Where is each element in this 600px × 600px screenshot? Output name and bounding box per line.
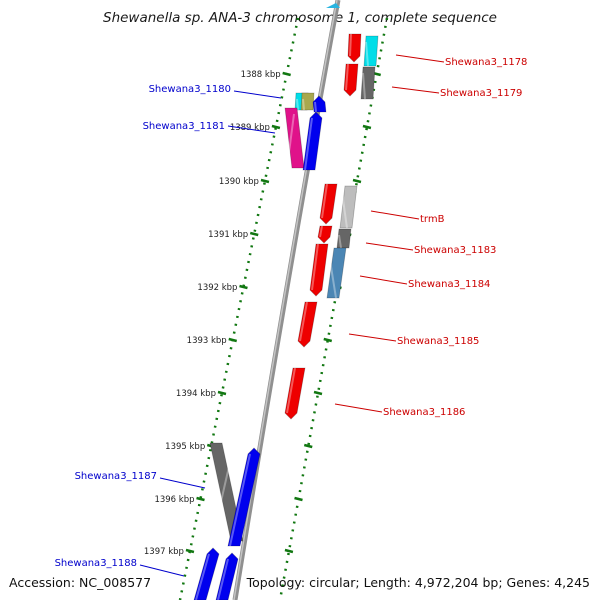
- tick-mark-right: [362, 124, 372, 130]
- reverse-strand-guide: [178, 17, 300, 600]
- tick-label: 1395 kbp: [165, 442, 205, 452]
- label-leader: [391, 86, 440, 94]
- tick-label: 1396 kbp: [154, 495, 194, 505]
- label-leader: [365, 242, 414, 251]
- label-leader: [334, 403, 383, 413]
- tick-label: 1393 kbp: [187, 336, 227, 346]
- tick-mark-left: [228, 337, 238, 343]
- gene-blue-1188-pair[interactable]: [215, 552, 239, 600]
- label-leader: [159, 477, 206, 489]
- gene-label-reverse[interactable]: Shewana3_1187: [75, 471, 157, 482]
- gene-shewana3-1179[interactable]: [360, 66, 376, 100]
- gene-shine: [302, 98, 305, 111]
- gene-red-1178b[interactable]: [343, 63, 359, 97]
- tick-mark-right: [284, 548, 294, 554]
- tick-mark-left: [249, 231, 259, 237]
- label-leader: [348, 333, 397, 342]
- gene-label-reverse[interactable]: Shewana3_1188: [55, 558, 137, 569]
- gene-shewana3-1185[interactable]: [297, 301, 318, 348]
- gene-shine: [341, 191, 348, 229]
- backbone-top-marker: [326, 3, 340, 8]
- label-leader: [139, 564, 185, 577]
- tick-mark-right: [294, 496, 303, 502]
- map-title: Shewanella sp. ANA-3 chromosome 1, compl…: [103, 10, 497, 26]
- tick-label: 1397 kbp: [144, 547, 184, 557]
- gene-shine: [229, 453, 251, 547]
- gene-label-forward[interactable]: Shewana3_1185: [397, 336, 479, 347]
- tick-label: 1392 kbp: [197, 283, 237, 293]
- gene-trmb[interactable]: [339, 185, 358, 229]
- tick-mark-left: [271, 124, 281, 130]
- gene-label-reverse[interactable]: Shewana3_1180: [149, 84, 231, 95]
- tick-mark-left: [282, 71, 291, 77]
- tick-mark-left: [239, 284, 248, 290]
- gene-shewana3-1180[interactable]: [312, 95, 327, 113]
- gene-blue-1181-pair[interactable]: [302, 111, 323, 171]
- gene-shewana3-1188[interactable]: [193, 547, 220, 600]
- label-leader: [395, 54, 445, 63]
- gene-shine: [304, 117, 313, 171]
- gene-shine: [299, 301, 308, 342]
- gene-labels: Shewana3_1178 Shewana3_1179 trmB Shewana3_1…: [55, 54, 527, 577]
- gene-shine: [362, 72, 366, 100]
- tick-mark-right: [352, 178, 362, 184]
- chromosome-backbone-highlight: [233, 0, 338, 600]
- gene-shine: [286, 113, 295, 169]
- gene-label-forward[interactable]: Shewana3_1184: [408, 279, 490, 290]
- gene-shine: [217, 558, 229, 600]
- tick-mark-left: [260, 178, 270, 184]
- gene-shine: [321, 183, 328, 219]
- label-leader: [233, 90, 282, 99]
- gene-shine: [195, 553, 210, 600]
- gene-shewana3-1186[interactable]: [284, 367, 306, 420]
- gene-shine: [338, 234, 342, 249]
- tick-label: 1394 kbp: [176, 389, 216, 399]
- gene-shine: [286, 367, 296, 414]
- gene-label-forward[interactable]: trmB: [420, 214, 445, 225]
- tick-mark-left: [196, 496, 205, 502]
- gene-shewana3-1184[interactable]: [326, 247, 347, 299]
- tick-mark-right: [303, 443, 313, 449]
- gene-label-forward[interactable]: Shewana3_1178: [445, 57, 527, 68]
- gene-label-reverse[interactable]: Shewana3_1181: [143, 121, 225, 132]
- gene-olive-1180[interactable]: [300, 92, 315, 111]
- label-leader: [359, 275, 408, 285]
- sequence-summary: Topology: circular; Length: 4,972,204 bp…: [246, 575, 590, 590]
- tick-label: 1388 kbp: [241, 70, 281, 80]
- gene-shine: [345, 63, 349, 91]
- gene-red-small[interactable]: [317, 225, 333, 244]
- label-leader: [370, 210, 420, 220]
- tick-label: 1390 kbp: [219, 177, 259, 187]
- gene-shine: [349, 33, 352, 57]
- gene-shine: [365, 41, 369, 67]
- tick-label: 1391 kbp: [208, 230, 248, 240]
- label-leader: [227, 125, 276, 134]
- gene-cyan-1178-partner[interactable]: [363, 35, 379, 67]
- chromosome-backbone: [232, 0, 341, 600]
- gene-label-forward[interactable]: Shewana3_1179: [440, 88, 522, 99]
- gene-shine: [319, 225, 323, 238]
- gene-red-1184-pair[interactable]: [309, 243, 329, 297]
- gene-label-forward[interactable]: Shewana3_1186: [383, 407, 465, 418]
- gene-features: [193, 33, 379, 600]
- gene-shewana3-1183[interactable]: [336, 228, 352, 249]
- gene-red-trmb-pair[interactable]: [319, 183, 338, 225]
- gene-shine: [296, 98, 299, 111]
- tick-mark-left: [217, 390, 227, 396]
- gene-shewana3-1178[interactable]: [347, 33, 362, 63]
- tick-marks: 1388 kbp 1389 kbp 1390 kbp 1391 kbp 1392 kbp…: [144, 70, 381, 557]
- tick-mark-left: [185, 548, 195, 554]
- gene-shine: [314, 101, 317, 113]
- tick-label: 1389 kbp: [230, 123, 270, 133]
- tick-mark-right: [313, 390, 323, 396]
- gene-label-forward[interactable]: Shewana3_1183: [414, 245, 496, 256]
- tick-mark-right: [323, 337, 333, 343]
- gene-blue-1187-pair[interactable]: [227, 447, 261, 547]
- gene-shine: [311, 243, 319, 291]
- gene-shine: [211, 448, 234, 542]
- accession-text: Accession: NC_008577: [9, 575, 152, 590]
- gene-shine: [328, 253, 337, 299]
